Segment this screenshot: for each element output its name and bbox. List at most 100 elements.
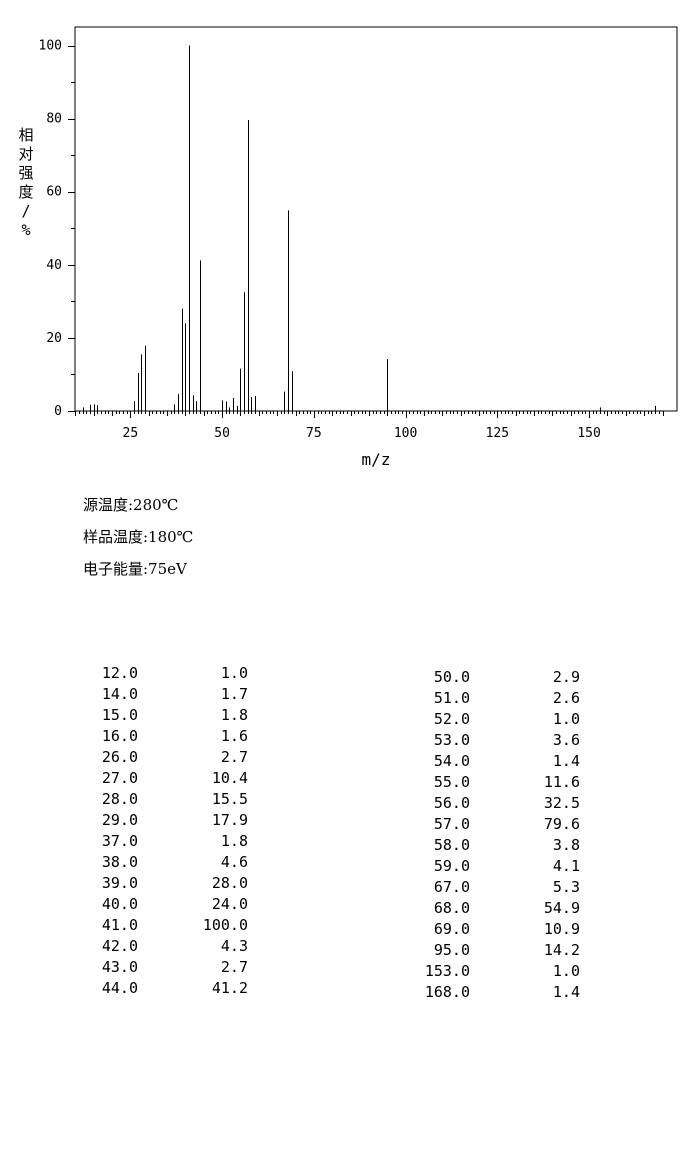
peak-table-left: 12.0 1.0 14.0 1.7 15.0 1.8 16.0 1.6 26.0 2.7 27.0 1… [60,664,248,1000]
x-axis-ticks: 25 50 75 100 125 150 [75,411,664,441]
peak-mz: 51.0 [433,689,470,707]
peak-mz: 27.0 [101,769,138,787]
peak-mz: 28.0 [101,790,138,808]
peak-mz: 43.0 [101,958,138,976]
x-axis-label: m/z [362,450,391,469]
peak-mz: 50.0 [433,668,470,686]
peak-row: 14.0 1.7 [60,685,248,706]
peak-mz: 52.0 [433,710,470,728]
peak-mz: 57.0 [433,815,470,833]
peak-mz: 53.0 [433,731,470,749]
peak-row: 40.0 24.0 [60,895,248,916]
peak-abundance: 1.0 [552,710,580,728]
peak-mz: 58.0 [433,836,470,854]
peak-mz: 15.0 [101,706,138,724]
peak-abundance: 2.7 [220,748,248,766]
peak-abundance: 17.9 [211,811,248,829]
sample-temperature: 样品温度:180℃ [83,528,194,546]
peak-abundance: 5.3 [552,878,580,896]
peak-abundance: 54.9 [543,899,580,917]
peak-row: 168.0 1.4 [392,983,580,1004]
peak-row: 153.0 1.0 [392,962,580,983]
peak-abundance: 41.2 [211,979,248,997]
peak-row: 44.0 41.2 [60,979,248,1000]
y-tick-label: 40 [46,258,62,273]
y-tick-label: 60 [46,185,62,200]
peak-row: 43.0 2.7 [60,958,248,979]
peak-abundance: 32.5 [543,794,580,812]
peak-table-right: 50.0 2.9 51.0 2.6 52.0 1.0 53.0 3.6 54.0 1.4 55.0 1… [392,668,580,1004]
peak-abundance: 11.6 [543,773,580,791]
peak-row: 57.0 79.6 [392,815,580,836]
peak-abundance: 10.4 [211,769,248,787]
spectrum-bars [83,45,656,411]
peak-abundance: 2.7 [220,958,248,976]
peak-row: 42.0 4.3 [60,937,248,958]
peak-mz: 38.0 [101,853,138,871]
peak-row: 55.0 11.6 [392,773,580,794]
peak-abundance: 2.6 [552,689,580,707]
x-tick-label: 25 [123,426,139,441]
peak-mz: 68.0 [433,899,470,917]
peak-abundance: 1.0 [552,962,580,980]
peak-abundance: 4.6 [220,853,248,871]
peak-row: 51.0 2.6 [392,689,580,710]
peak-abundance: 14.2 [543,941,580,959]
peak-row: 95.0 14.2 [392,941,580,962]
peak-row: 12.0 1.0 [60,664,248,685]
peak-row: 41.0 100.0 [60,916,248,937]
y-axis-ticks: 0 20 40 60 80 100 [39,39,75,419]
peak-mz: 12.0 [101,664,138,682]
peak-abundance: 3.6 [552,731,580,749]
peak-row: 67.0 5.3 [392,878,580,899]
peak-row: 37.0 1.8 [60,832,248,853]
peak-row: 68.0 54.9 [392,899,580,920]
peak-row: 39.0 28.0 [60,874,248,895]
y-tick-label: 20 [46,331,62,346]
peak-abundance: 2.9 [552,668,580,686]
peak-abundance: 24.0 [211,895,248,913]
x-tick-label: 50 [214,426,230,441]
peak-abundance: 15.5 [211,790,248,808]
electron-energy: 电子能量:75eV [83,560,187,578]
peak-abundance: 1.8 [220,832,248,850]
peak-abundance: 1.4 [552,752,580,770]
peak-mz: 26.0 [101,748,138,766]
peak-mz: 42.0 [101,937,138,955]
peak-row: 69.0 10.9 [392,920,580,941]
peak-row: 27.0 10.4 [60,769,248,790]
peak-abundance: 79.6 [543,815,580,833]
peak-row: 54.0 1.4 [392,752,580,773]
peak-mz: 56.0 [433,794,470,812]
peak-row: 58.0 3.8 [392,836,580,857]
y-tick-label: 100 [39,39,62,54]
peak-mz: 14.0 [101,685,138,703]
peak-mz: 39.0 [101,874,138,892]
y-tick-label: 0 [54,404,62,419]
peak-mz: 67.0 [433,878,470,896]
peak-mz: 54.0 [433,752,470,770]
peak-mz: 153.0 [424,962,470,980]
x-tick-label: 125 [486,426,509,441]
peak-abundance: 28.0 [211,874,248,892]
peak-abundance: 1.7 [220,685,248,703]
peak-mz: 41.0 [101,916,138,934]
peak-row: 16.0 1.6 [60,727,248,748]
peak-row: 28.0 15.5 [60,790,248,811]
peak-row: 56.0 32.5 [392,794,580,815]
peak-abundance: 1.6 [220,727,248,745]
peak-mz: 55.0 [433,773,470,791]
y-axis-label: 相对强度/% [18,126,33,239]
peak-abundance: 3.8 [552,836,580,854]
peak-row: 59.0 4.1 [392,857,580,878]
peak-abundance: 10.9 [543,920,580,938]
x-tick-label: 75 [306,426,322,441]
peak-mz: 59.0 [433,857,470,875]
peak-abundance: 1.8 [220,706,248,724]
peak-row: 50.0 2.9 [392,668,580,689]
mass-spectrum-chart: 25 50 75 100 125 150 0 20 40 60 80 100 m/z 相对强度/% [18,26,678,469]
y-tick-label: 80 [46,112,62,127]
peak-row: 29.0 17.9 [60,811,248,832]
peak-abundance: 4.1 [552,857,580,875]
x-tick-label: 100 [394,426,417,441]
